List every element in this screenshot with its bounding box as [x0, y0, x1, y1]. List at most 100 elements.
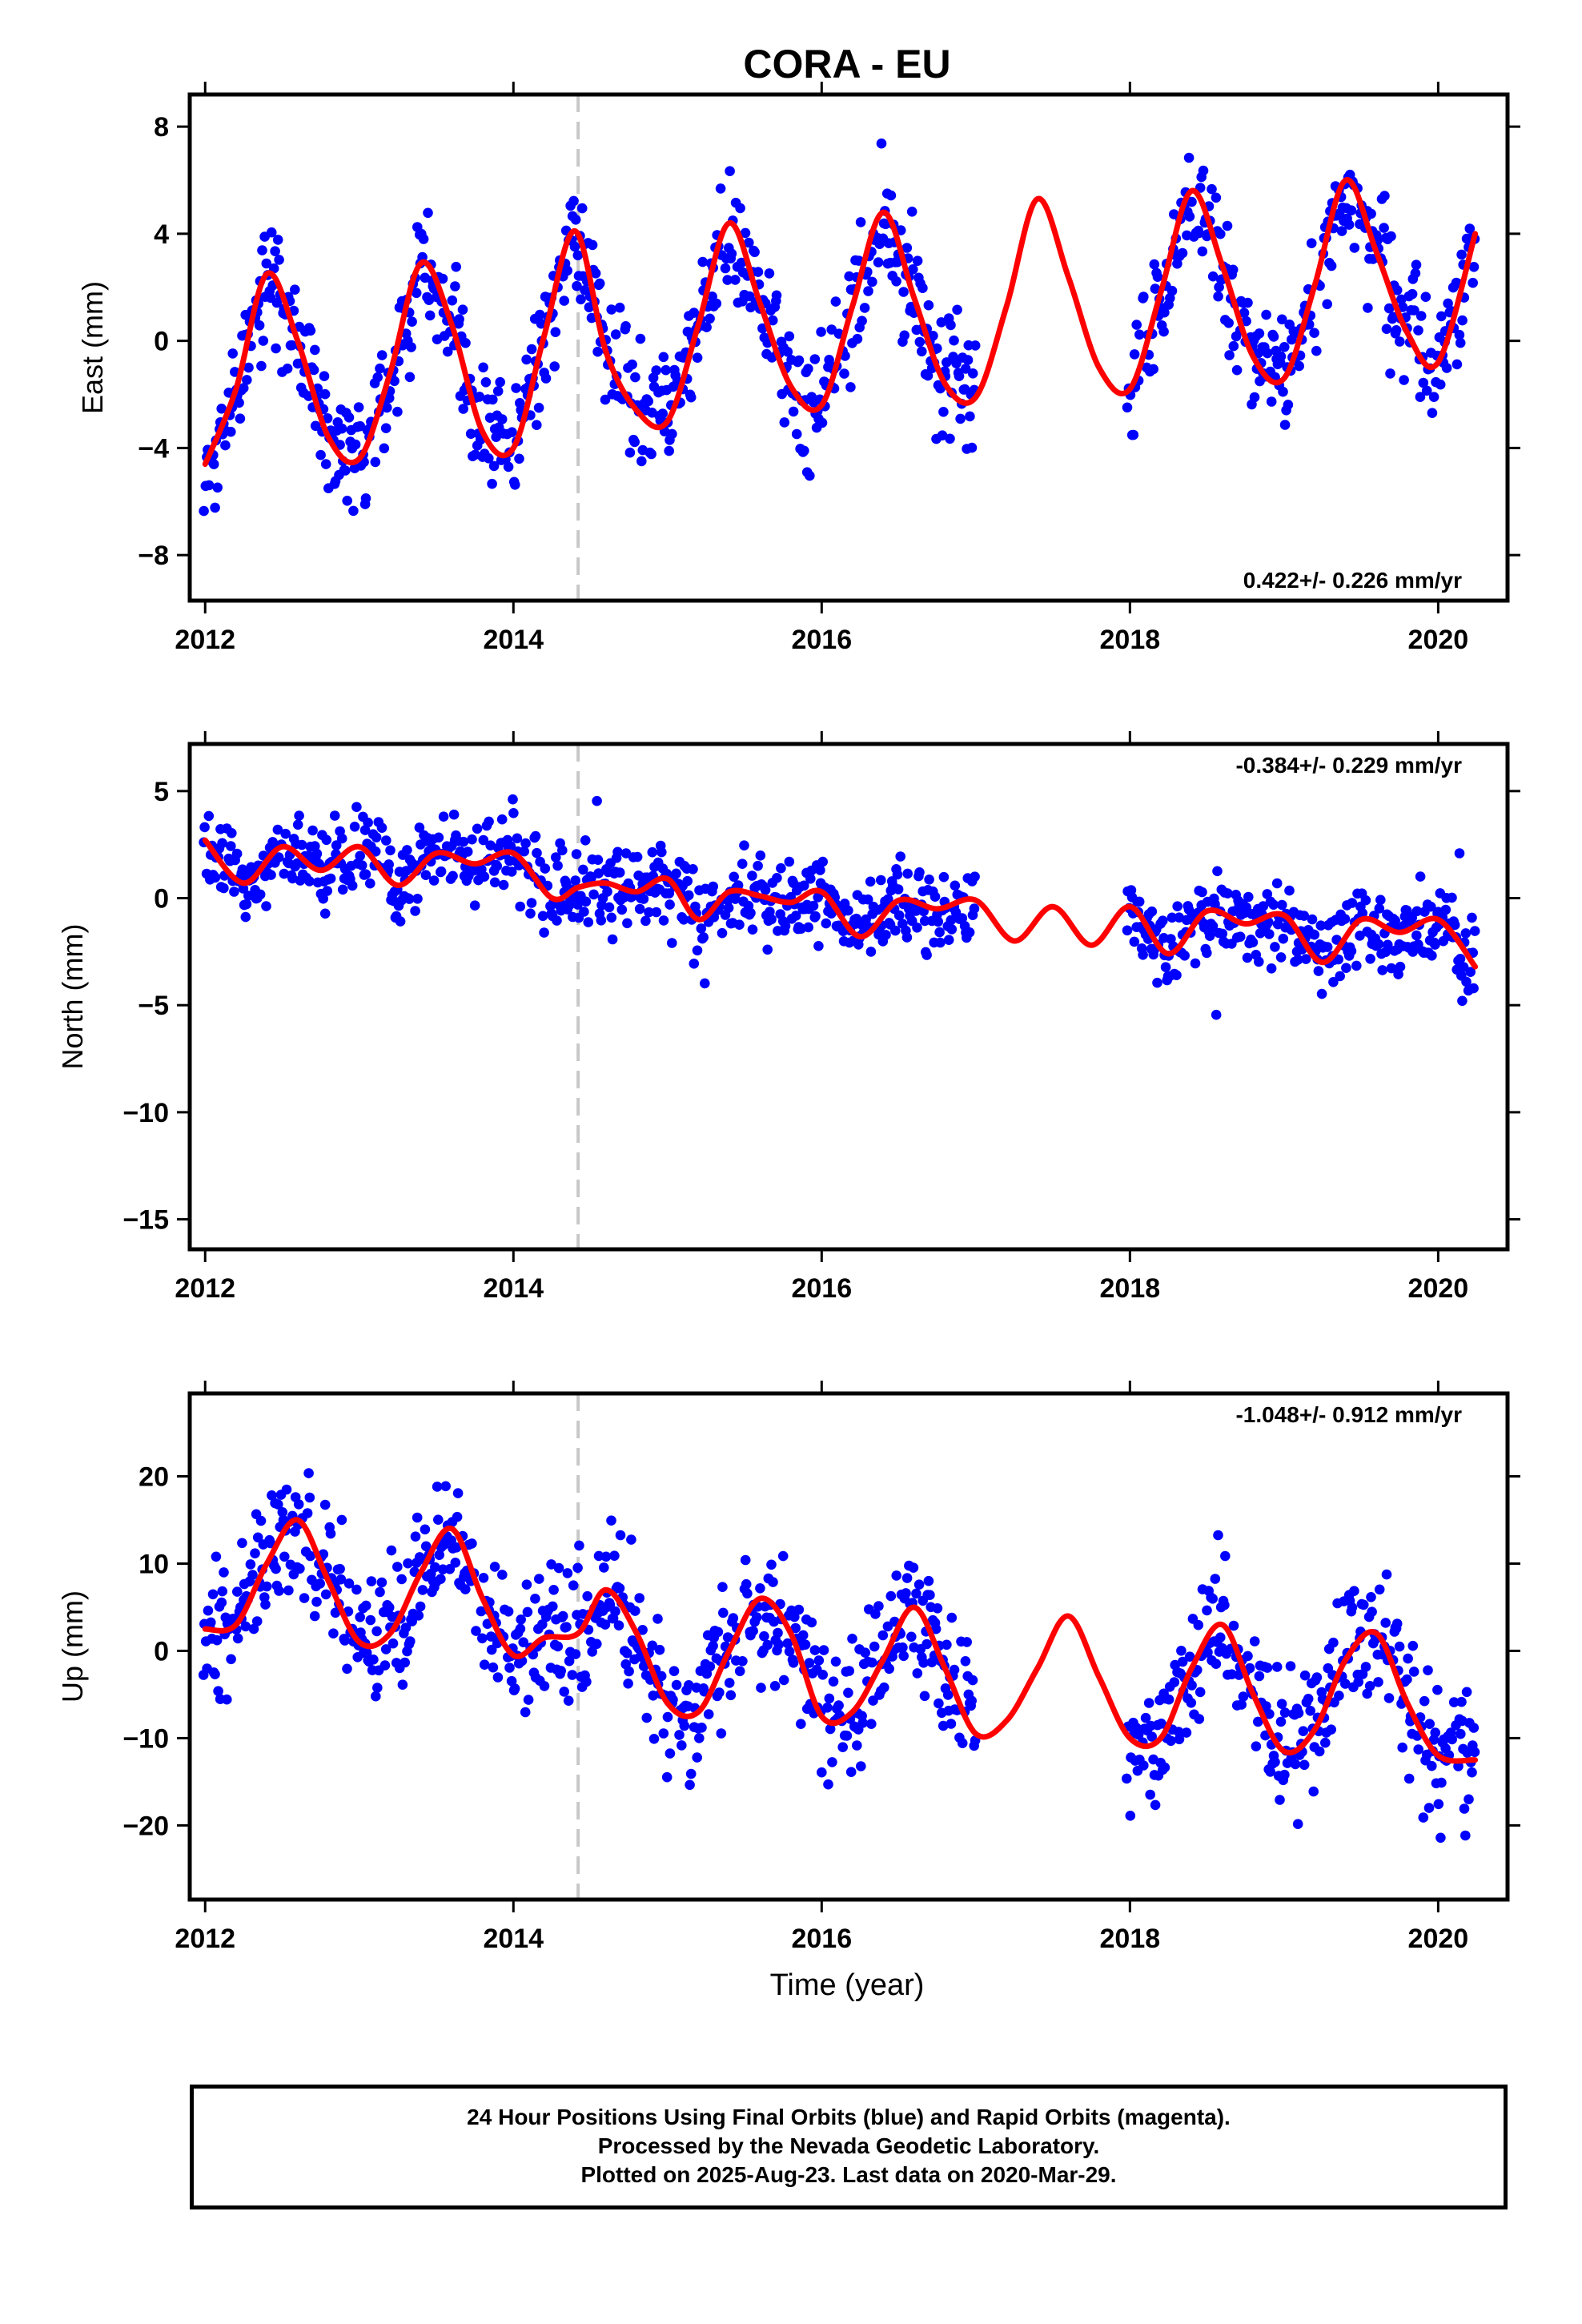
x-tick-label: 2020 — [1408, 1924, 1469, 1954]
data-point — [571, 849, 582, 859]
fit-line — [202, 1517, 1479, 1764]
data-point — [855, 217, 866, 227]
data-point — [568, 1580, 579, 1590]
data-point — [370, 456, 381, 468]
data-point — [908, 1562, 919, 1573]
x-tick-label: 2016 — [791, 1273, 852, 1304]
data-point — [623, 1679, 633, 1689]
data-point — [238, 883, 249, 894]
y-tick-label: −15 — [122, 1205, 169, 1236]
data-point — [375, 363, 385, 374]
data-point — [511, 383, 521, 393]
data-point — [580, 835, 591, 846]
data-point — [762, 1639, 773, 1651]
data-point — [962, 1637, 972, 1647]
data-point — [337, 884, 348, 895]
data-point — [1254, 328, 1265, 339]
data-point — [1290, 1759, 1301, 1770]
data-point — [817, 1767, 827, 1778]
data-point — [579, 907, 589, 917]
data-point — [553, 1562, 564, 1574]
data-point — [685, 1768, 697, 1779]
data-point — [647, 1640, 658, 1651]
data-point — [620, 321, 631, 332]
data-point — [319, 908, 331, 919]
data-point — [1362, 1688, 1372, 1699]
data-point — [713, 1626, 724, 1638]
data-point — [857, 316, 867, 327]
data-point — [210, 1669, 220, 1679]
data-point — [526, 898, 537, 908]
data-point — [279, 1551, 290, 1562]
data-point — [629, 436, 640, 448]
data-point — [586, 873, 596, 883]
data-point — [392, 406, 403, 417]
data-point — [411, 287, 422, 299]
data-point — [808, 900, 819, 911]
data-point — [1227, 264, 1239, 275]
data-point — [833, 1700, 844, 1711]
data-point — [667, 428, 677, 440]
data-point — [252, 1532, 263, 1543]
data-point — [227, 348, 239, 359]
data-point — [643, 396, 653, 407]
data-point — [458, 836, 469, 847]
data-point — [1315, 920, 1327, 931]
data-point — [240, 911, 251, 923]
data-point — [588, 889, 599, 900]
data-point — [773, 1639, 784, 1650]
data-point — [274, 1586, 284, 1596]
data-point — [486, 1631, 496, 1642]
data-point — [825, 1723, 836, 1735]
data-point — [479, 1659, 490, 1670]
data-point — [671, 1679, 682, 1691]
data-point — [342, 496, 353, 506]
data-point — [1265, 1767, 1275, 1777]
data-point — [596, 915, 607, 926]
data-point — [1468, 1723, 1480, 1733]
data-point — [813, 1655, 825, 1666]
data-point — [503, 1606, 514, 1617]
data-point — [376, 350, 387, 360]
x-tick-label: 2018 — [1100, 1924, 1161, 1954]
data-point — [521, 354, 532, 365]
data-point — [966, 1695, 977, 1707]
data-point — [806, 1617, 817, 1628]
data-point — [1268, 332, 1279, 342]
data-point — [1440, 904, 1452, 915]
data-point — [305, 325, 316, 336]
data-point — [1427, 1760, 1437, 1771]
data-point — [1262, 889, 1273, 899]
y-tick-label: 0 — [154, 1636, 169, 1667]
data-point — [241, 899, 252, 910]
y-axis-label: North (mm) — [56, 924, 89, 1070]
data-point — [772, 873, 782, 883]
data-point — [735, 203, 745, 214]
data-point — [1197, 887, 1207, 898]
data-point — [740, 227, 751, 239]
data-point — [803, 364, 813, 374]
data-point — [1210, 1574, 1221, 1584]
data-point — [496, 414, 508, 424]
data-point — [226, 426, 236, 437]
data-point — [557, 1610, 568, 1622]
data-point — [730, 275, 741, 285]
data-point — [895, 851, 905, 862]
data-point — [1138, 292, 1149, 302]
data-point — [1386, 231, 1396, 242]
data-point — [1386, 963, 1397, 974]
data-point — [658, 1728, 669, 1739]
data-point — [386, 1545, 397, 1556]
data-point — [946, 320, 956, 331]
data-point — [970, 871, 980, 882]
data-point — [592, 854, 604, 865]
data-point — [624, 447, 636, 458]
data-point — [938, 407, 949, 417]
data-point — [769, 1681, 781, 1691]
plot-frame — [187, 1391, 1510, 1902]
data-point — [336, 1514, 347, 1526]
data-point — [1421, 385, 1432, 396]
data-point — [876, 138, 887, 149]
data-point — [1418, 1812, 1429, 1823]
data-point — [1195, 1687, 1206, 1698]
